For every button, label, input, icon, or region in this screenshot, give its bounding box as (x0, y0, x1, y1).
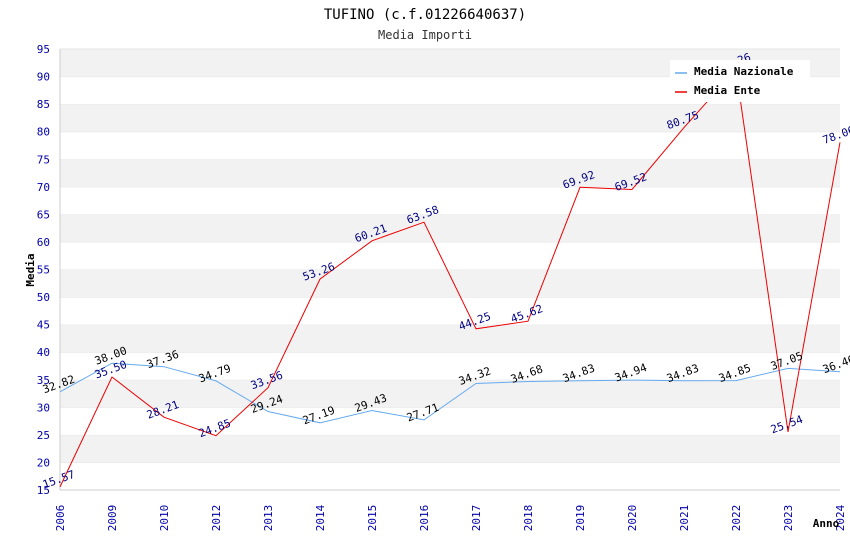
grid-band (60, 186, 840, 215)
axes: 15 20 25 30 35 40 45 50 55 60 65 70 75 80 85 90 95 2006 20… (37, 43, 847, 531)
x-tick-label: 2018 (522, 505, 535, 532)
x-tick-label: 2009 (106, 505, 119, 532)
y-tick-label: 40 (37, 346, 50, 359)
y-tick-label: 95 (37, 43, 50, 56)
grid-bands (60, 48, 840, 490)
y-tick-label: 55 (37, 264, 50, 277)
y-tick-label: 20 (37, 456, 50, 469)
x-tick-label: 2014 (314, 504, 327, 531)
grid-band (60, 352, 840, 380)
series-line-media-nazionale (59, 362, 841, 424)
y-tick-label: 85 (37, 98, 50, 111)
y-tick-label: 60 (37, 236, 50, 249)
x-axis-title: Anno (813, 517, 840, 530)
x-tick-label: 2016 (418, 505, 431, 532)
x-tick-label: 2010 (158, 505, 171, 532)
grid-band (60, 434, 840, 463)
grid-band (60, 379, 840, 408)
y-tick-label: 80 (37, 126, 50, 139)
x-tick-label: 2012 (210, 505, 223, 532)
grid-band (60, 214, 840, 242)
y-axis-title: Media (24, 253, 37, 286)
grid-band (60, 407, 840, 435)
chart-title: TUFINO (c.f.01226640637) (324, 7, 526, 23)
y-tick-label: 15 (37, 484, 50, 497)
x-tick-label: 2020 (626, 505, 639, 532)
legend-label-media-ente: Media Ente (694, 84, 761, 97)
x-tick-label: 2015 (366, 505, 379, 532)
x-tick-label: 2017 (470, 505, 483, 532)
y-tick-label: 45 (37, 319, 50, 332)
y-tick-label: 65 (37, 208, 50, 221)
grid-band (60, 131, 840, 160)
grid-band (60, 297, 840, 325)
y-tick-label: 70 (37, 181, 50, 194)
x-tick-label: 2023 (782, 505, 795, 532)
y-tick-label: 30 (37, 401, 50, 414)
x-tick-label: 2022 (730, 505, 743, 532)
grid-band (60, 462, 840, 490)
y-tick-label: 50 (37, 291, 50, 304)
x-tick-label: 2024 (834, 504, 847, 531)
grid-band (60, 159, 840, 187)
y-tick-label: 25 (37, 429, 50, 442)
legend: Media Nazionale Media Ente (670, 60, 810, 102)
x-tick-label: 2006 (54, 505, 67, 532)
grid-band (60, 269, 840, 298)
y-tick-label: 75 (37, 153, 50, 166)
y-tick-label: 90 (37, 71, 50, 84)
y-tick-label: 35 (37, 374, 50, 387)
x-tick-label: 2013 (262, 505, 275, 532)
legend-box (670, 60, 810, 102)
chart-subtitle: Media Importi (378, 28, 472, 42)
x-tick-label: 2021 (678, 505, 691, 532)
grid-band (60, 324, 840, 353)
legend-label-media-nazionale: Media Nazionale (694, 65, 794, 78)
grid-band (60, 241, 840, 270)
x-tick-label: 2019 (574, 505, 587, 532)
grid-band (60, 104, 840, 132)
